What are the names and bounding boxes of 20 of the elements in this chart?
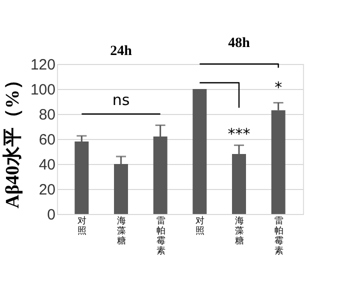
annotation: *** [228, 125, 251, 143]
text: 48h [228, 36, 250, 51]
x-tick-label: 对照 [78, 216, 87, 236]
y-tick-label: 0 [47, 206, 56, 224]
annotation: ns [112, 91, 130, 109]
y-tick-label: 100 [30, 82, 56, 98]
x-tick-label: 雷帕霉素 [156, 216, 166, 256]
text: 24h [110, 44, 132, 59]
x-tick-label: 雷帕霉素 [274, 216, 284, 256]
x-tick-label: 对照 [196, 216, 205, 236]
y-tick-label: 40 [38, 156, 56, 174]
y-axis-title: Aβ40水平（%） [1, 70, 24, 208]
y-tick-label: 80 [38, 106, 56, 124]
x-tick-label: 海藻糖 [235, 216, 244, 246]
bar [192, 89, 207, 214]
y-tick-label: 20 [38, 182, 56, 198]
annotation: * [274, 78, 283, 96]
y-tick-label: 120 [30, 56, 56, 74]
x-tick-label: 海藻糖 [117, 216, 126, 246]
y-tick-label: 60 [38, 132, 56, 148]
